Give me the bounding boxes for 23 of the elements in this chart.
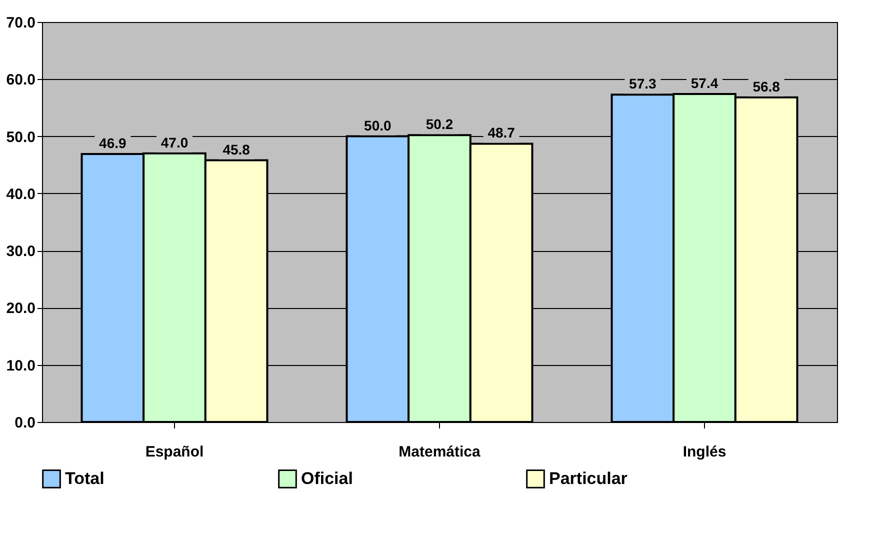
legend-label: Total xyxy=(65,468,104,488)
y-tick-label: 20.0 xyxy=(6,300,36,318)
data-label: 57.4 xyxy=(690,75,718,91)
x-tick-label: Español xyxy=(145,444,204,460)
y-tick-label: 60.0 xyxy=(6,72,36,89)
data-label: 46.9 xyxy=(99,135,127,151)
y-tick-label: 70.0 xyxy=(6,14,36,32)
y-tick-label: 0.0 xyxy=(14,414,36,432)
x-tick-label: Inglés xyxy=(682,444,726,460)
x-tick-label: Matemática xyxy=(398,444,482,460)
y-tick-label: 30.0 xyxy=(6,243,36,260)
y-tick-label: 50.0 xyxy=(6,128,36,146)
data-label: 57.3 xyxy=(629,76,657,92)
data-label: 48.7 xyxy=(488,124,516,141)
data-label: 50.0 xyxy=(364,117,392,134)
data-label: 56.8 xyxy=(752,78,780,94)
data-label: 47.0 xyxy=(160,134,188,150)
legend-label: Oficial xyxy=(301,468,353,488)
data-label: 45.8 xyxy=(222,141,250,158)
y-tick-label: 40.0 xyxy=(6,186,36,203)
y-tick-label: 10.0 xyxy=(6,357,36,374)
data-label: 50.2 xyxy=(426,116,454,132)
legend-label: Particular xyxy=(549,468,628,488)
